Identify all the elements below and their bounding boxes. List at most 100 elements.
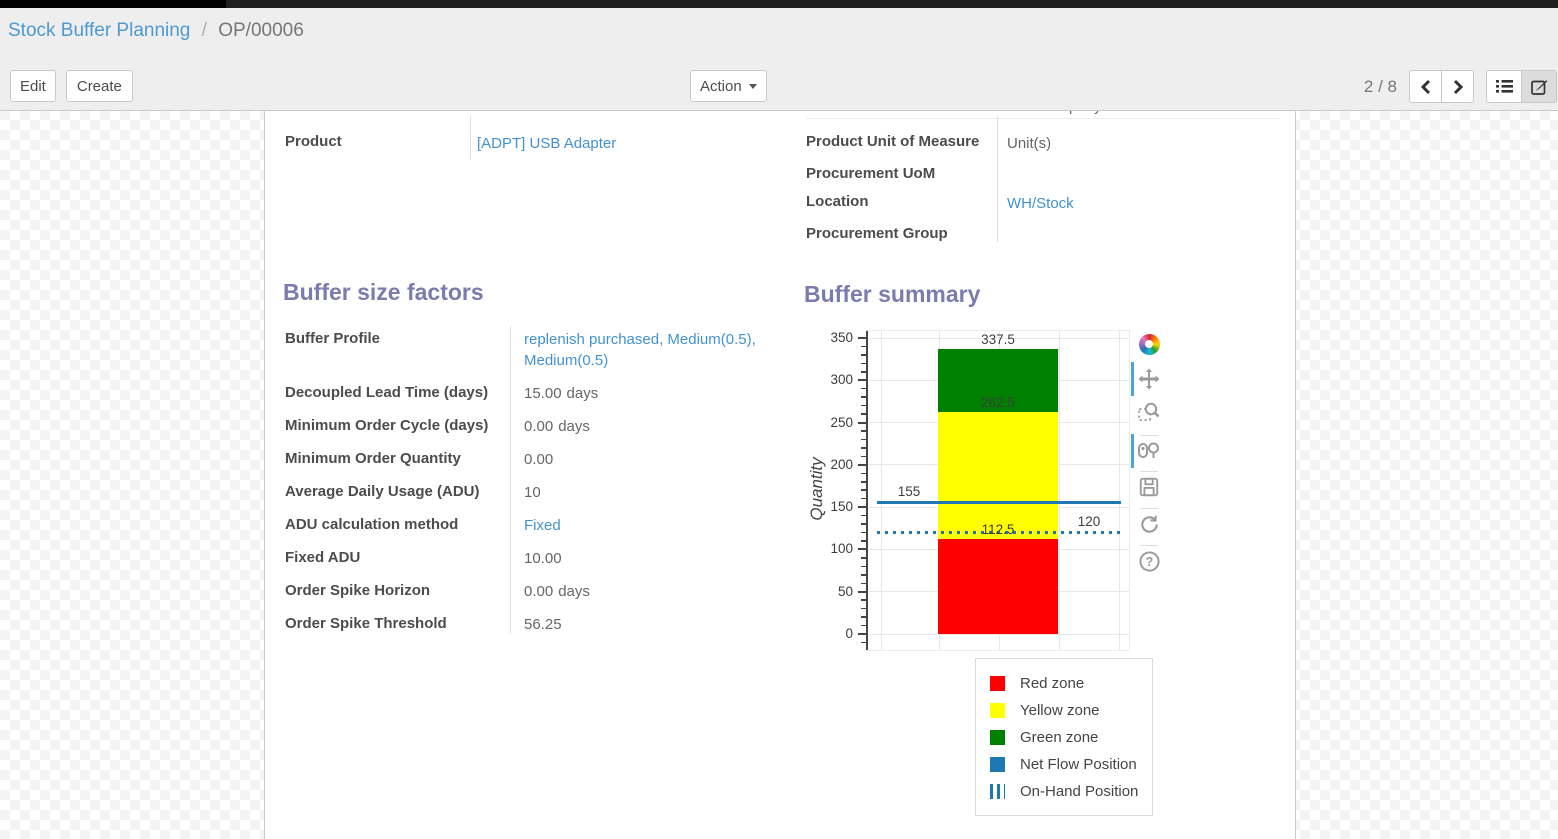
tickM <box>858 633 867 635</box>
tickm <box>861 641 867 644</box>
tickm <box>861 599 867 601</box>
caret-down-icon <box>748 83 757 89</box>
location-value-link[interactable]: WH/Stock <box>1007 195 1074 212</box>
save-icon[interactable] <box>1137 475 1161 499</box>
field-value: Fixed <box>524 515 763 536</box>
top-menu-strip-left <box>0 0 226 8</box>
field-label: Buffer Profile <box>285 330 381 347</box>
field-value: 0.00 days <box>524 581 763 602</box>
form-view-button[interactable] <box>1521 70 1557 103</box>
legend-item[interactable]: Net Flow Position <box>990 751 1146 778</box>
legend-swatch-icon <box>990 784 1005 799</box>
chevron-left-icon <box>1420 79 1430 94</box>
modebar-separator <box>1140 545 1158 546</box>
pager-nav-group <box>1409 70 1474 103</box>
tickm <box>861 404 867 407</box>
pan-icon[interactable] <box>1137 367 1161 391</box>
vlabel: 262.5 <box>981 395 1015 410</box>
modebar-active-indicator <box>1131 362 1134 396</box>
create-button[interactable]: Create <box>65 70 133 102</box>
tickm <box>861 489 867 491</box>
breadcrumb-parent-link[interactable]: Stock Buffer Planning <box>8 20 191 41</box>
legend-item[interactable]: Red zone <box>990 670 1146 697</box>
chart-legend: Red zone Yellow zone Green zone Net Flow… <box>975 658 1153 816</box>
modebar-separator <box>1140 435 1158 436</box>
tickm <box>861 557 867 559</box>
field-value-text: 56.25 <box>524 616 562 633</box>
legend-item[interactable]: Yellow zone <box>990 697 1146 724</box>
control-panel: Stock Buffer Planning / OP/00006 Edit Cr… <box>0 8 1558 111</box>
vlabel: 120 <box>1077 513 1101 529</box>
tickm <box>861 565 867 568</box>
product-value-link[interactable]: [ADPT] USB Adapter <box>477 135 617 152</box>
tickM <box>858 379 867 382</box>
field-row: Minimum Order Quantity 0.00 <box>285 443 763 476</box>
tickm <box>861 396 867 398</box>
list-view-icon <box>1495 80 1513 93</box>
action-dropdown-button[interactable]: Action <box>690 70 767 102</box>
ticklabel: 100 <box>830 541 853 557</box>
form-view-icon <box>1530 80 1547 95</box>
field-row: Buffer Profile replenish purchased, Medi… <box>285 323 763 377</box>
field-label: Average Daily Usage (ADU) <box>285 483 480 500</box>
list-view-button[interactable] <box>1486 70 1522 103</box>
field-row: Minimum Order Cycle (days) 0.00 days <box>285 410 763 443</box>
tickm <box>861 497 867 500</box>
column-separator <box>470 116 471 160</box>
vgrid <box>1119 331 1120 650</box>
location-label: Location <box>806 193 869 210</box>
legend-item[interactable]: On-Hand Position <box>990 778 1146 805</box>
product-label: Product <box>285 133 342 150</box>
tickm <box>861 624 867 627</box>
ticklabel: 150 <box>830 499 853 515</box>
help-icon[interactable]: ? <box>1137 549 1161 573</box>
action-label: Action <box>700 77 742 95</box>
tickm <box>861 616 867 618</box>
field-unit-suffix: days <box>558 583 590 600</box>
clipped-row-value: YourCompany <box>1007 111 1157 115</box>
vgrid <box>881 331 882 650</box>
zone <box>938 412 1058 539</box>
action-dropdown-wrap: Action <box>690 70 767 102</box>
field-row: ADU calculation method Fixed <box>285 509 763 542</box>
legend-item[interactable]: Green zone <box>990 724 1146 751</box>
field-row: Fixed ADU 10.00 <box>285 542 763 575</box>
field-label: Fixed ADU <box>285 549 361 566</box>
legend-label: Red zone <box>1020 675 1085 692</box>
row-divider <box>806 118 1279 119</box>
top-menu-strip <box>0 0 1558 8</box>
next-record-button[interactable] <box>1441 70 1474 103</box>
buffer-chart-plot: 0 50 100 150 200 250 300 350 112.5 262.5 337.5 155 1… <box>830 330 1130 651</box>
tickm <box>861 362 867 365</box>
vlabel: 155 <box>897 483 921 499</box>
ticklabel: 0 <box>845 626 853 641</box>
plotly-logo-icon[interactable] <box>1137 332 1161 356</box>
zline <box>877 501 1121 505</box>
box-zoom-icon[interactable] <box>1137 401 1161 425</box>
modebar-active-indicator <box>1131 434 1134 468</box>
svg-text:?: ? <box>1145 554 1153 568</box>
edit-button[interactable]: Edit <box>10 70 56 102</box>
field-value: 10.00 <box>524 548 763 569</box>
ticklabel: 250 <box>830 414 853 430</box>
field-row: Order Spike Horizon 0.00 days <box>285 575 763 608</box>
field-value-text: replenish purchased, Medium(0.5), Medium… <box>524 331 756 369</box>
factors-section-title: Buffer size factors <box>283 279 484 305</box>
tickm <box>861 455 867 458</box>
tickm <box>861 354 867 356</box>
tickm <box>861 472 867 475</box>
field-unit-suffix: days <box>558 418 590 435</box>
tickm <box>861 607 867 610</box>
tickm <box>861 447 867 449</box>
reset-axes-icon[interactable] <box>1137 512 1161 536</box>
field-unit-suffix: days <box>566 385 599 402</box>
factors-field-table: Buffer Profile replenish purchased, Medi… <box>285 323 763 641</box>
hgrid <box>867 337 1129 339</box>
field-label: Minimum Order Cycle (days) <box>285 417 489 434</box>
compare-hover-icon[interactable] <box>1137 439 1161 463</box>
tickm <box>861 540 867 542</box>
field-value: 56.25 <box>524 614 763 635</box>
field-value: 0.00 days <box>524 416 763 437</box>
previous-record-button[interactable] <box>1409 70 1442 103</box>
field-value-text: 10 <box>524 484 541 501</box>
